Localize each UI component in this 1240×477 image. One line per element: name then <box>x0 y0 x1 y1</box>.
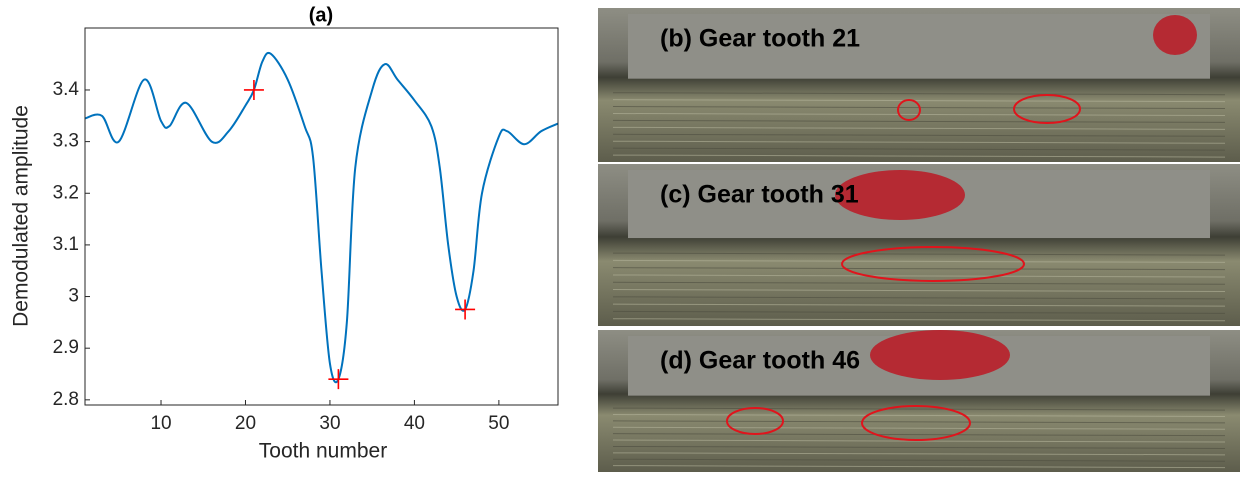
texture <box>612 426 1226 430</box>
y-tick-label: 3.2 <box>53 182 79 203</box>
texture <box>612 99 1226 103</box>
texture <box>612 252 1226 256</box>
texture <box>612 433 1226 437</box>
panel-label: (b) Gear tooth 21 <box>660 25 860 53</box>
texture <box>612 119 1226 123</box>
texture <box>612 259 1226 263</box>
texture <box>612 452 1226 456</box>
x-axis-label: Tooth number <box>259 440 387 463</box>
marker <box>243 79 264 100</box>
red-mark <box>835 170 965 220</box>
panel-label: (c) Gear tooth 31 <box>660 181 859 209</box>
red-mark <box>870 330 1010 380</box>
y-tick-label: 3.1 <box>53 234 79 255</box>
texture <box>612 289 1226 293</box>
texture <box>612 303 1226 307</box>
defect-circle <box>841 246 1025 282</box>
texture <box>612 133 1226 137</box>
defect-circle <box>897 99 921 121</box>
red-mark <box>1153 15 1197 55</box>
y-tick-label: 2.9 <box>53 337 79 358</box>
texture <box>612 420 1226 424</box>
plot-area: 10 20 30 40 50 2.8 2.9 3 3.1 3.2 3.3 3.4 <box>53 51 559 434</box>
defect-circle <box>1013 94 1081 124</box>
y-tick-label: 3.3 <box>53 131 79 152</box>
x-tick-label: 50 <box>488 413 509 434</box>
defect-circle <box>861 405 971 441</box>
photo-panels: (b) Gear tooth 21 (c) Gear tooth 31 (d) Ge… <box>598 8 1240 472</box>
y-tick-label: 3.4 <box>53 79 80 100</box>
texture <box>612 140 1226 144</box>
x-tick-label: 20 <box>235 413 256 434</box>
texture <box>612 126 1226 130</box>
x-tick-label: 30 <box>319 413 340 434</box>
texture <box>612 281 1226 285</box>
texture <box>612 267 1226 271</box>
texture <box>612 458 1226 462</box>
texture <box>612 274 1226 278</box>
y-axis-label: Demodulated amplitude <box>10 105 33 327</box>
texture <box>612 318 1226 322</box>
chart-title: (a) <box>309 4 333 26</box>
texture <box>612 92 1226 96</box>
marker <box>328 369 349 390</box>
panel-label: (d) Gear tooth 46 <box>660 347 860 375</box>
texture <box>612 439 1226 443</box>
marker <box>455 299 476 320</box>
x-tick-label: 10 <box>150 413 171 434</box>
x-tick-label: 40 <box>404 413 425 434</box>
texture <box>612 154 1226 158</box>
texture <box>612 310 1226 314</box>
defect-circle <box>726 407 784 435</box>
texture <box>612 296 1226 300</box>
texture <box>612 407 1226 411</box>
texture <box>612 147 1226 151</box>
texture <box>612 465 1226 469</box>
texture <box>612 413 1226 417</box>
photo-face <box>628 14 1210 79</box>
y-tick-label: 2.8 <box>53 389 79 410</box>
y-tick-label: 3 <box>68 286 79 307</box>
line <box>84 51 559 384</box>
axes-box <box>84 27 559 406</box>
texture <box>612 445 1226 449</box>
